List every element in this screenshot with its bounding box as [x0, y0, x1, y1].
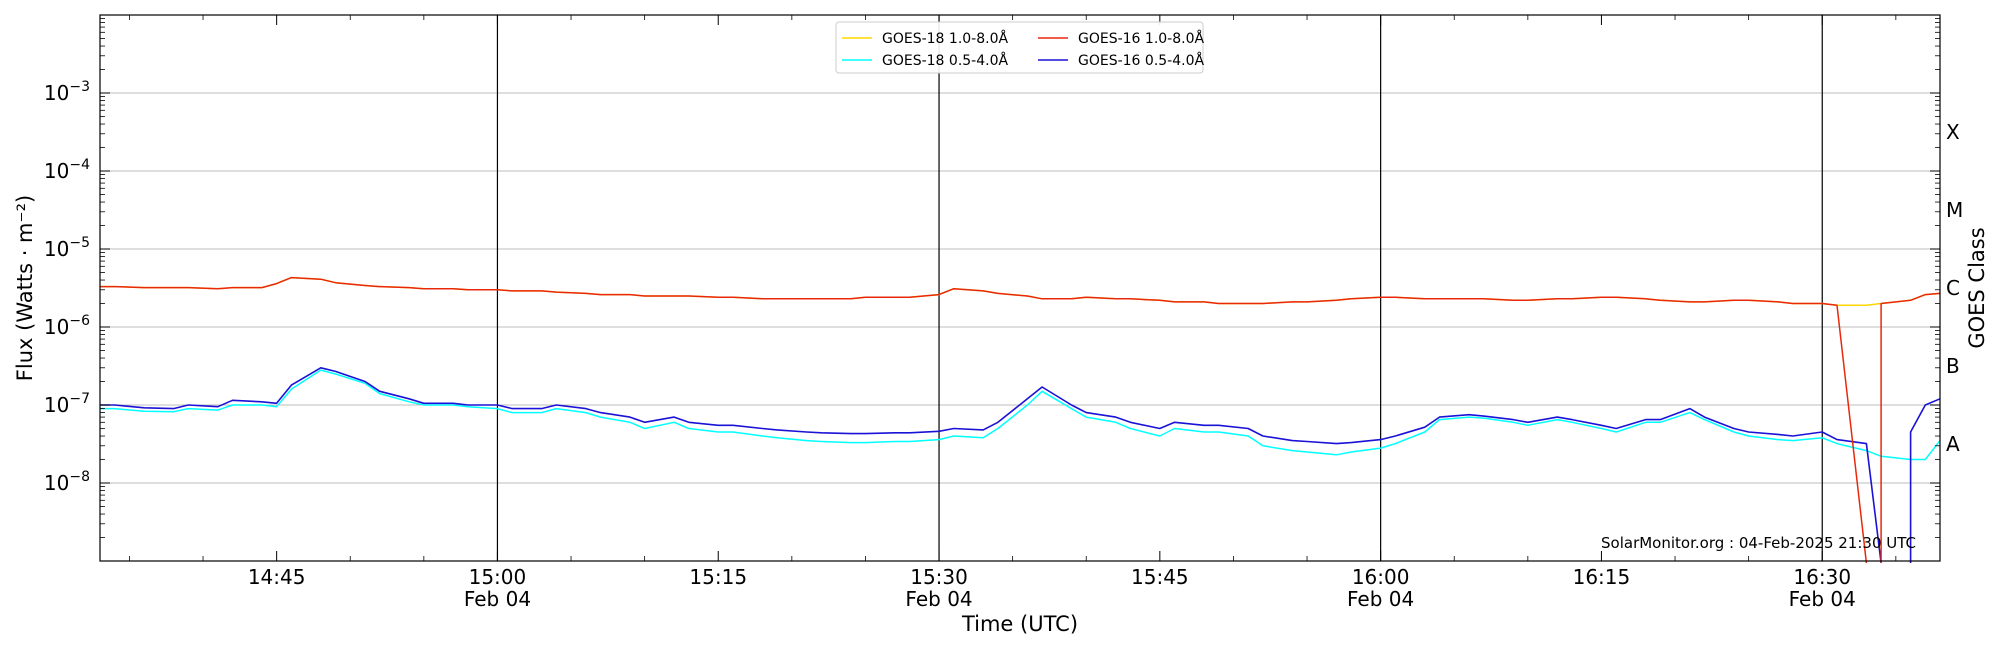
goes-class-label: B	[1946, 354, 1960, 378]
legend: GOES-18 1.0-8.0Å GOES-18 0.5-4.0Å GOES-16 …	[835, 21, 1204, 74]
tick-layer	[100, 15, 1940, 561]
x-tick-label: 15:00	[469, 565, 527, 589]
goes-class-axis-title: GOES Class	[1965, 227, 1989, 348]
legend-label: GOES-18 1.0-8.0Å	[882, 30, 1008, 47]
x-tick-label: 15:30	[910, 565, 968, 589]
goes-class-label: X	[1946, 120, 1960, 144]
y-tick-label: 10−3	[44, 79, 90, 105]
x-tick-label: 16:30	[1793, 565, 1851, 589]
y-tick-label: 10−6	[44, 313, 90, 339]
x-tick-date-label: Feb 04	[464, 587, 531, 611]
goes-class-label: A	[1946, 432, 1960, 456]
day-lines	[496, 15, 1823, 561]
x-tick-label: 14:45	[248, 565, 306, 589]
y-tick-label: 10−4	[44, 157, 90, 183]
x-tick-date-label: Feb 04	[905, 587, 972, 611]
series-group	[100, 276, 1941, 564]
goes-class-label: M	[1946, 198, 1963, 222]
x-tick-date-label: Feb 04	[1347, 587, 1414, 611]
goes-class-labels: A B C M X	[1946, 120, 1963, 456]
legend-entries: GOES-18 1.0-8.0Å GOES-18 0.5-4.0Å GOES-16 …	[842, 30, 1204, 69]
plot-frame	[99, 14, 1941, 562]
x-tick-date-label: Feb 04	[1789, 587, 1856, 611]
y-tick-label: 10−8	[44, 469, 90, 495]
series-layer	[100, 276, 1941, 564]
series-line	[100, 367, 1941, 564]
x-tick-label: 16:15	[1573, 565, 1631, 589]
x-tick-label: 15:45	[1131, 565, 1189, 589]
y-tick-labels: 10−8 10−7 10−6 10−5 10−4 10−3	[44, 79, 90, 495]
legend-label: GOES-16 1.0-8.0Å	[1078, 30, 1204, 47]
legend-label: GOES-16 0.5-4.0Å	[1078, 52, 1204, 69]
credit-label: SolarMonitor.org : 04-Feb-2025 21:30 UTC	[1601, 534, 1916, 552]
series-line	[100, 369, 1941, 461]
x-tick-label: 15:15	[689, 565, 747, 589]
y-tick-label: 10−5	[44, 235, 90, 261]
series-group	[100, 367, 1941, 564]
series-group	[100, 369, 1941, 461]
x-tick-label: 16:00	[1352, 565, 1410, 589]
x-axis-title: Time (UTC)	[961, 612, 1078, 636]
legend-box	[835, 21, 1204, 74]
series-line	[100, 276, 1941, 564]
grid-layer	[100, 92, 1940, 484]
legend-label: GOES-18 0.5-4.0Å	[882, 52, 1008, 69]
y-axis-title: Flux (Watts · m⁻²)	[13, 195, 37, 381]
y-tick-label: 10−7	[44, 391, 90, 417]
goes-class-label: C	[1946, 276, 1960, 300]
